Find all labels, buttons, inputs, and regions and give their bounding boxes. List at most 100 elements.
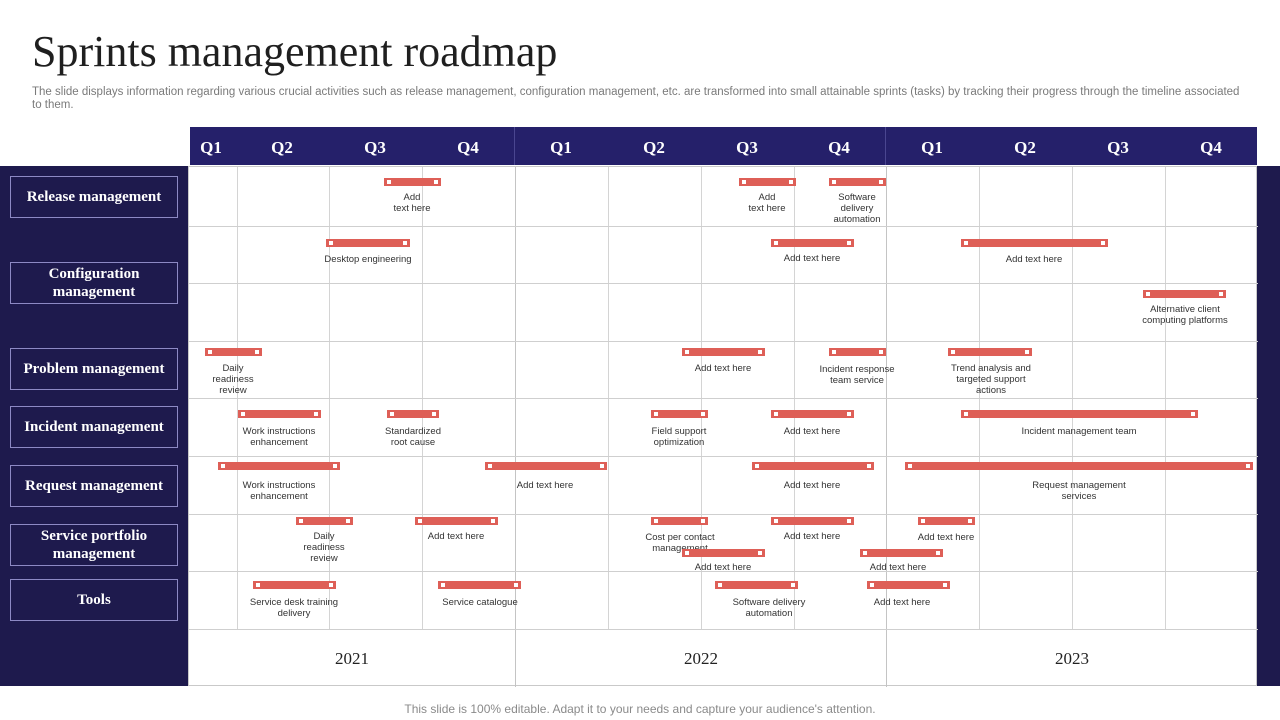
task-bar (860, 549, 943, 557)
category-sidebar: Release management Configuration manageme… (0, 166, 188, 686)
task-label: Add text here (873, 597, 931, 608)
task-bar (829, 348, 886, 356)
task-bar (238, 410, 321, 418)
task-bar (961, 239, 1108, 247)
quarter-label: Q3 (736, 138, 758, 157)
task-label: Work instructions enhancement (242, 426, 316, 448)
quarter-label: Q2 (643, 138, 665, 157)
task-label: Service catalogue (442, 597, 518, 608)
row-gridline (189, 398, 1258, 399)
task-bar (651, 410, 708, 418)
quarter-label: Q2 (271, 138, 293, 157)
row-gridline (189, 226, 1258, 227)
task-label: Request management services (1032, 480, 1126, 502)
task-label: Add text here (694, 363, 752, 374)
task-bar (253, 581, 336, 589)
task-label: Trend analysis and targeted support acti… (951, 363, 1031, 396)
year-label: 2021 (335, 649, 369, 668)
task-label: Add text here (748, 192, 786, 214)
task-label: Add text here (869, 562, 927, 573)
category-label: Release management (10, 176, 178, 218)
task-label: Standardized root cause (385, 426, 441, 448)
task-bar (918, 517, 975, 525)
category-label: Incident management (10, 406, 178, 448)
task-bar (651, 517, 708, 525)
task-label: Add text here (393, 192, 431, 214)
task-label: Add text here (783, 426, 841, 437)
task-label: Software delivery automation (833, 192, 881, 225)
row-gridline (189, 514, 1258, 515)
quarter-label: Q4 (828, 138, 850, 157)
quarter-label: Q4 (1200, 138, 1222, 157)
quarter-header: Q1 Q2 Q3 Q4 Q1 Q2 Q3 Q4 Q1 Q2 Q3 Q4 (190, 127, 1257, 165)
task-bar (326, 239, 410, 247)
task-bar (905, 462, 1253, 470)
row-gridline (189, 456, 1258, 457)
task-bar (485, 462, 607, 470)
task-label: Daily readiness review (212, 363, 254, 396)
task-bar (829, 178, 886, 186)
row-gridline (189, 283, 1258, 284)
task-bar (205, 348, 262, 356)
task-label: Add text here (783, 480, 841, 491)
category-label: Tools (10, 579, 178, 621)
quarter-label: Q2 (1014, 138, 1036, 157)
page-title: Sprints management roadmap (32, 27, 558, 76)
year-separator (885, 127, 886, 165)
task-bar (415, 517, 498, 525)
task-bar (387, 410, 439, 418)
task-label: Add text here (783, 531, 841, 542)
task-label: Add text here (1005, 254, 1063, 265)
category-label: Request management (10, 465, 178, 507)
task-label: Daily readiness review (303, 531, 345, 564)
quarter-label: Q1 (200, 138, 222, 157)
task-bar (384, 178, 441, 186)
task-label: Add text here (694, 562, 752, 573)
task-bar (296, 517, 353, 525)
year-separator (514, 127, 515, 165)
task-label: Add text here (516, 480, 574, 491)
category-label: Service portfolio management (10, 524, 178, 566)
task-label: Field support optimization (651, 426, 707, 448)
category-label: Problem management (10, 348, 178, 390)
row-gridline (189, 571, 1258, 572)
task-bar (771, 517, 854, 525)
quarter-label: Q1 (921, 138, 943, 157)
quarter-label: Q3 (364, 138, 386, 157)
task-bar (715, 581, 798, 589)
right-edge-bar (1257, 166, 1280, 686)
task-bar (771, 410, 854, 418)
row-gridline (189, 341, 1258, 342)
task-label: Add text here (917, 532, 975, 543)
quarter-label: Q4 (457, 138, 479, 157)
task-bar (682, 549, 765, 557)
task-label: Add text here (783, 253, 841, 264)
task-label: Cost per contact management (645, 532, 715, 554)
row-gridline (189, 629, 1258, 630)
task-label: Alternative client computing platforms (1142, 304, 1228, 326)
quarter-label: Q1 (550, 138, 572, 157)
task-bar (867, 581, 950, 589)
year-gridline (886, 167, 887, 687)
task-bar (682, 348, 765, 356)
year-label: 2023 (1055, 649, 1089, 668)
year-gridline (515, 167, 516, 687)
quarter-label: Q3 (1107, 138, 1129, 157)
task-bar (948, 348, 1032, 356)
task-bar (961, 410, 1198, 418)
task-bar (218, 462, 340, 470)
roadmap-grid: 2021 2022 2023 Add text here Add text here So… (188, 166, 1258, 687)
task-label: Service desk training delivery (249, 597, 339, 619)
year-label: 2022 (684, 649, 718, 668)
footer-note: This slide is 100% editable. Adapt it to… (404, 702, 876, 716)
task-bar (1143, 290, 1226, 298)
task-label: Add text here (427, 531, 485, 542)
task-bar (739, 178, 796, 186)
task-bar (752, 462, 874, 470)
task-bar (771, 239, 854, 247)
page-subtitle: The slide displays information regarding… (32, 86, 1240, 111)
task-label: Desktop engineering (324, 254, 412, 265)
task-label: Incident response team service (819, 364, 895, 386)
category-label: Configuration management (10, 262, 178, 304)
task-label: Work instructions enhancement (242, 480, 316, 502)
